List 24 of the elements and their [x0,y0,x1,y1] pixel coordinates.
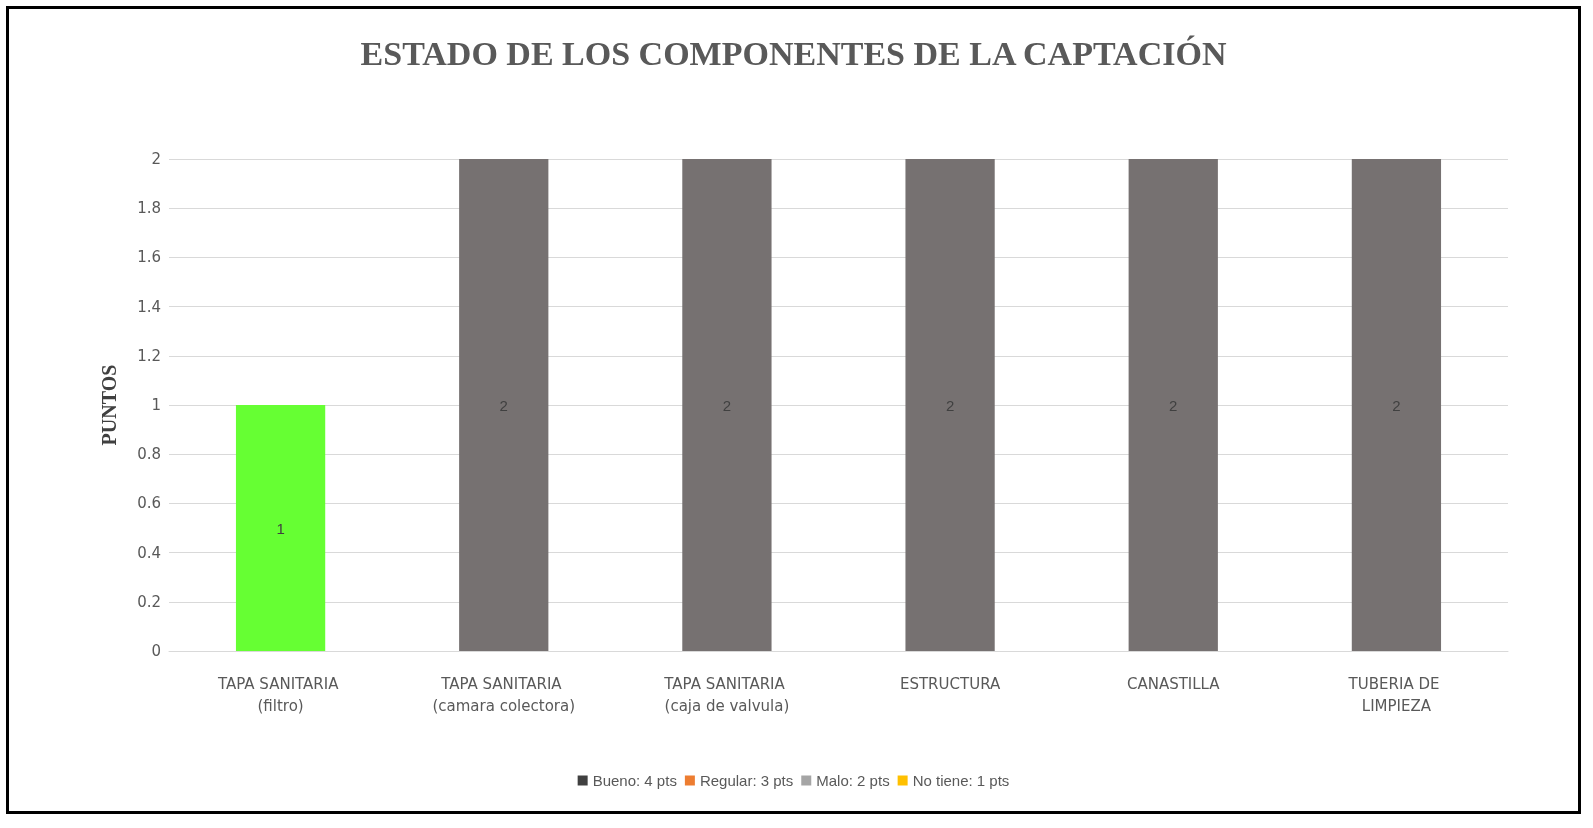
y-tick-label: 1.8 [137,199,161,218]
y-tick-label: 2 [151,150,161,168]
x-tick-label: TAPA SANITARIA (camara colectora) [432,675,576,715]
y-tick-label: 0.8 [137,445,161,464]
y-tick-label: 0.2 [137,592,161,611]
x-tick-label: CANASTILLA [1126,675,1221,693]
y-tick-label: 0.6 [137,494,161,513]
legend-label: Regular: 3 pts [699,772,794,789]
legend-label: No tiene: 1 pts [912,772,1010,789]
chart-title: ESTADO DE LOS COMPONENTES DE LA CAPTACIÓN [360,34,1227,72]
y-axis-title: PUNTOS [98,364,120,446]
y-tick-label: 0.4 [137,543,161,562]
legend-label: Malo: 2 pts [816,772,890,789]
legend-label: Bueno: 4 pts [592,772,677,789]
y-tick-label: 1 [151,396,161,414]
x-tick-label: TUBERIA DE LIMPIEZA [1347,675,1445,715]
x-tick-label: ESTRUCTURA [899,675,1001,693]
x-tick-label: TAPA SANITARIA (filtro) [216,675,344,715]
y-tick-label: 1.4 [137,297,161,316]
data-label: 1 [276,519,285,537]
y-tick-label: 0 [151,642,161,660]
y-tick-label: 1.6 [137,248,161,267]
x-tick-label: TAPA SANITARIA (caja de valvula) [663,675,790,715]
y-tick-label: 1.2 [137,346,161,365]
